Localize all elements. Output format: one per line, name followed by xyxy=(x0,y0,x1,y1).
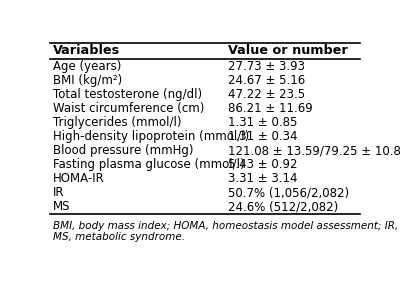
Text: 5.43 ± 0.92: 5.43 ± 0.92 xyxy=(228,158,298,171)
Text: 121.08 ± 13.59/79.25 ± 10.82: 121.08 ± 13.59/79.25 ± 10.82 xyxy=(228,144,400,157)
Text: MS: MS xyxy=(53,200,70,213)
Text: 1.31 ± 0.34: 1.31 ± 0.34 xyxy=(228,130,298,143)
Text: Triglycerides (mmol/l): Triglycerides (mmol/l) xyxy=(53,116,182,129)
Text: Fasting plasma glucose (mmol/l): Fasting plasma glucose (mmol/l) xyxy=(53,158,245,171)
Text: Variables: Variables xyxy=(53,44,120,57)
Text: 86.21 ± 11.69: 86.21 ± 11.69 xyxy=(228,102,313,115)
Text: 47.22 ± 23.5: 47.22 ± 23.5 xyxy=(228,88,305,101)
Text: 1.31 ± 0.85: 1.31 ± 0.85 xyxy=(228,116,298,129)
Text: BMI (kg/m²): BMI (kg/m²) xyxy=(53,74,122,87)
Text: Age (years): Age (years) xyxy=(53,60,122,73)
Text: Value or number: Value or number xyxy=(228,44,348,57)
Text: Total testosterone (ng/dl): Total testosterone (ng/dl) xyxy=(53,88,202,101)
Text: BMI, body mass index; HOMA, homeostasis model assessment; IR, insulin resistance: BMI, body mass index; HOMA, homeostasis … xyxy=(53,221,400,243)
Text: 27.73 ± 3.93: 27.73 ± 3.93 xyxy=(228,60,305,73)
Text: 24.6% (512/2,082): 24.6% (512/2,082) xyxy=(228,200,338,213)
Text: Blood pressure (mmHg): Blood pressure (mmHg) xyxy=(53,144,194,157)
Text: 50.7% (1,056/2,082): 50.7% (1,056/2,082) xyxy=(228,186,349,199)
Text: 3.31 ± 3.14: 3.31 ± 3.14 xyxy=(228,172,298,185)
Text: HOMA-IR: HOMA-IR xyxy=(53,172,105,185)
Text: Waist circumference (cm): Waist circumference (cm) xyxy=(53,102,204,115)
Text: 24.67 ± 5.16: 24.67 ± 5.16 xyxy=(228,74,306,87)
Text: High-density lipoprotein (mmol/l): High-density lipoprotein (mmol/l) xyxy=(53,130,249,143)
Text: IR: IR xyxy=(53,186,64,199)
